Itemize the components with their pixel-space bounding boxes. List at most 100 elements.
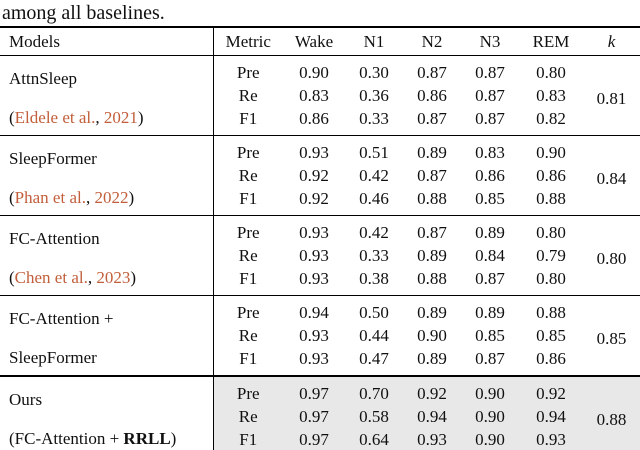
metric-label: Re <box>238 86 258 105</box>
model-name: FC-Attention + <box>9 308 114 328</box>
value-cell: 0.89 <box>417 349 447 368</box>
value-cell: 0.89 <box>475 303 505 322</box>
citation-link[interactable]: (Chen et al., 2023) <box>9 268 213 288</box>
model-sub-prefix: (FC-Attention + <box>9 428 124 448</box>
table-row: Re 0.93 0.33 0.89 0.84 0.79 <box>0 244 640 267</box>
value-cell: 0.87 <box>475 349 505 368</box>
metric-label: Pre <box>236 143 260 162</box>
citation-separator: , <box>87 267 97 287</box>
header-wake: Wake <box>294 32 334 51</box>
citation-year[interactable]: 2021 <box>103 107 138 127</box>
value-cell: 0.92 <box>519 376 583 405</box>
value-cell: 0.93 <box>299 326 329 345</box>
metric-label: F1 <box>213 428 283 450</box>
value-cell: 0.89 <box>475 223 505 242</box>
model-block-ours: Ours (FC-Attention + RRLL) Pre 0.97 0.70… <box>0 376 640 450</box>
table-row: AttnSleep (Eldele et al., 2021) Pre 0.90… <box>0 55 640 136</box>
caption-text: among all baselines. <box>2 2 165 24</box>
citation-separator: , <box>85 187 95 207</box>
kappa-value: 0.84 <box>596 168 627 188</box>
citation-year[interactable]: 2022 <box>94 187 129 207</box>
citation-authors[interactable]: Eldele et al. <box>14 107 96 127</box>
value-cell: 0.92 <box>299 166 329 185</box>
header-models: Models <box>0 27 214 56</box>
model-block-fc-attention: FC-Attention (Chen et al., 2023) Pre 0.9… <box>0 215 640 296</box>
value-cell: 0.93 <box>299 223 329 242</box>
metric-label: Re <box>213 405 283 428</box>
value-cell: 0.93 <box>299 349 329 368</box>
value-cell: 0.58 <box>345 405 403 428</box>
model-name: Ours <box>9 389 43 409</box>
value-cell: 0.46 <box>359 189 389 208</box>
citation-open-paren: ( <box>9 107 15 127</box>
value-cell: 0.30 <box>359 63 389 82</box>
citation-authors[interactable]: Phan et al. <box>14 187 86 207</box>
citation-year[interactable]: 2023 <box>96 267 131 287</box>
model-sub-close: ) <box>170 428 177 448</box>
value-cell: 0.86 <box>475 166 505 185</box>
kappa-value: 0.80 <box>596 248 627 268</box>
header-n1: N1 <box>363 32 385 51</box>
value-cell: 0.51 <box>359 143 389 162</box>
value-cell: 0.97 <box>283 405 345 428</box>
citation-authors[interactable]: Chen et al. <box>14 267 88 287</box>
value-cell: 0.92 <box>403 376 461 405</box>
value-cell: 0.86 <box>536 349 566 368</box>
model-name-line2: SleepFormer <box>9 347 97 367</box>
value-cell: 0.33 <box>359 109 389 128</box>
header-metric: Metric <box>225 32 271 51</box>
value-cell: 0.64 <box>345 428 403 450</box>
table-row: F1 0.93 0.38 0.88 0.87 0.80 <box>0 267 640 296</box>
value-cell: 0.79 <box>536 246 566 265</box>
table-row: Re 0.97 0.58 0.94 0.90 0.94 <box>0 405 640 428</box>
value-cell: 0.70 <box>345 376 403 405</box>
value-cell: 0.92 <box>299 189 329 208</box>
value-cell: 0.88 <box>417 189 447 208</box>
citation-open-paren: ( <box>9 187 15 207</box>
table-row: F1 0.97 0.64 0.93 0.90 0.93 <box>0 428 640 450</box>
value-cell: 0.83 <box>299 86 329 105</box>
value-cell: 0.90 <box>461 428 519 450</box>
value-cell: 0.38 <box>359 269 389 288</box>
value-cell: 0.83 <box>536 86 566 105</box>
header-row: Models Metric Wake N1 N2 N3 REM k <box>0 27 640 56</box>
value-cell: 0.50 <box>359 303 389 322</box>
value-cell: 0.44 <box>359 326 389 345</box>
citation-link[interactable]: (Eldele et al., 2021) <box>9 108 213 128</box>
value-cell: 0.42 <box>359 223 389 242</box>
model-cell: SleepFormer (Phan et al., 2022) <box>0 135 214 216</box>
model-cell: FC-Attention (Chen et al., 2023) <box>0 215 214 296</box>
table-row: SleepFormer (Phan et al., 2022) Pre 0.93… <box>0 135 640 216</box>
model-cell: Ours (FC-Attention + RRLL) <box>0 376 214 450</box>
value-cell: 0.86 <box>299 109 329 128</box>
table-row: FC-Attention + SleepFormer Pre 0.94 0.50… <box>0 295 640 376</box>
kappa-symbol: k <box>607 32 616 51</box>
metric-label: Pre <box>236 223 260 242</box>
kappa-value: 0.81 <box>596 88 627 108</box>
model-cell: AttnSleep (Eldele et al., 2021) <box>0 55 214 136</box>
citation-link[interactable]: (Phan et al., 2022) <box>9 188 213 208</box>
model-name: AttnSleep <box>9 68 77 88</box>
header-n2: N2 <box>421 32 443 51</box>
value-cell: 0.47 <box>359 349 389 368</box>
table-row: Re 0.83 0.36 0.86 0.87 0.83 <box>0 84 640 107</box>
value-cell: 0.89 <box>417 303 447 322</box>
value-cell: 0.85 <box>475 326 505 345</box>
value-cell: 0.93 <box>519 428 583 450</box>
model-block-sleepformer: SleepFormer (Phan et al., 2022) Pre 0.93… <box>0 135 640 216</box>
value-cell: 0.97 <box>283 376 345 405</box>
value-cell: 0.33 <box>359 246 389 265</box>
citation-close-paren: ) <box>137 107 144 127</box>
table-row: Re 0.92 0.42 0.87 0.86 0.86 <box>0 164 640 187</box>
value-cell: 0.88 <box>417 269 447 288</box>
value-cell: 0.90 <box>417 326 447 345</box>
value-cell: 0.93 <box>299 143 329 162</box>
value-cell: 0.80 <box>536 223 566 242</box>
results-table: Models Metric Wake N1 N2 N3 REM k AttnSl… <box>0 26 640 450</box>
metric-label: F1 <box>239 189 258 208</box>
metric-label: F1 <box>239 109 258 128</box>
table-row: F1 0.93 0.47 0.89 0.87 0.86 <box>0 347 640 376</box>
value-cell: 0.87 <box>417 63 447 82</box>
value-cell: 0.89 <box>417 143 447 162</box>
value-cell: 0.93 <box>403 428 461 450</box>
